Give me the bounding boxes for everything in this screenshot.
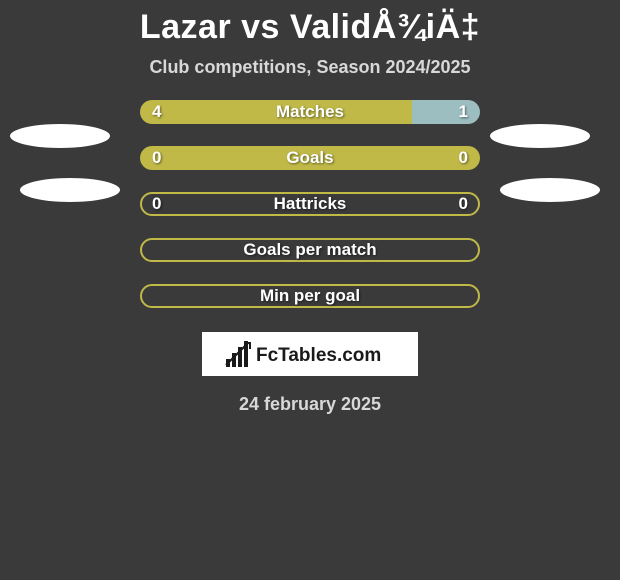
accent-ellipse — [500, 178, 600, 202]
logo-text: FcTables.com — [256, 345, 381, 366]
stat-label: Hattricks — [140, 194, 480, 214]
stat-row: 00Hattricks — [140, 192, 480, 216]
comparison-infographic: Lazar vs ValidÅ¾iÄ‡ Club competitions, S… — [0, 0, 620, 580]
fctables-logo: FcTables.com — [220, 337, 400, 371]
page-title: Lazar vs ValidÅ¾iÄ‡ — [0, 0, 620, 47]
accent-ellipse — [20, 178, 120, 202]
logo-box: FcTables.com — [202, 332, 418, 376]
accent-ellipse — [10, 124, 110, 148]
stat-label: Matches — [140, 102, 480, 122]
page-subtitle: Club competitions, Season 2024/2025 — [0, 57, 620, 78]
stat-row: Goals per match — [140, 238, 480, 262]
stat-label: Goals per match — [140, 240, 480, 260]
stat-label: Goals — [140, 148, 480, 168]
stat-row: 00Goals — [140, 146, 480, 170]
stat-row: Min per goal — [140, 284, 480, 308]
stat-label: Min per goal — [140, 286, 480, 306]
date-label: 24 february 2025 — [0, 394, 620, 415]
stat-row: 41Matches — [140, 100, 480, 124]
accent-ellipse — [490, 124, 590, 148]
